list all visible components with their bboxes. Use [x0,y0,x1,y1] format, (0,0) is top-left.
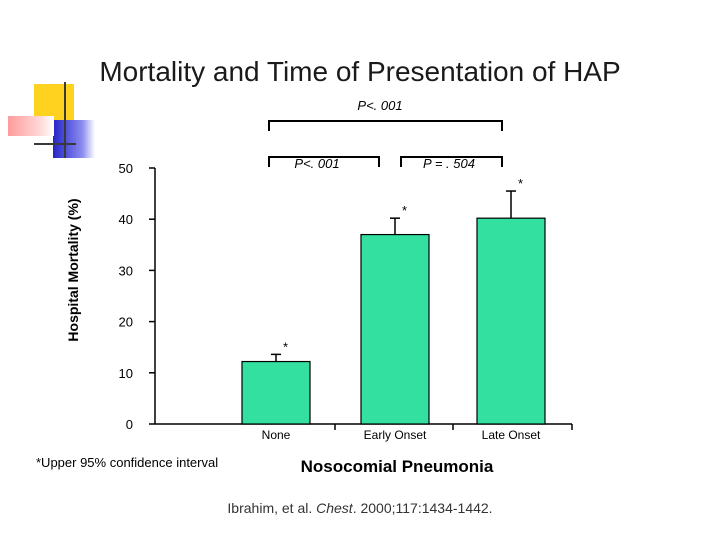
error-marker-2: * [518,176,523,191]
deco-blue-square [53,120,95,158]
y-axis-title: Hospital Mortality (%) [65,198,81,341]
y-tick-label-40: 40 [119,212,133,227]
citation-author: Ibrahim, et al. [227,500,317,516]
comparison-bracket-1 [400,156,503,167]
deco-pink-bar [8,116,54,136]
footnote: *Upper 95% confidence interval [36,455,219,470]
deco-vertical-line [64,82,66,158]
y-tick-label-50: 50 [119,161,133,176]
comparison-label-1: P = . 504 [423,156,475,171]
citation: Ibrahim, et al. Chest. 2000;117:1434-144… [0,500,720,516]
error-marker-1: * [402,203,407,218]
x-axis-title: Nosocomial Pneumonia [301,457,494,476]
citation-details: . 2000;117:1434-1442. [352,500,493,516]
citation-journal: Chest [316,500,353,516]
y-tick-label-20: 20 [119,315,133,330]
category-label-2: Late Onset [482,428,541,442]
comparison-label-2: P<. 001 [357,98,402,113]
category-label-0: None [262,428,291,442]
error-marker-0: * [283,339,288,354]
y-tick-label-0: 0 [126,417,133,432]
bar-1 [360,233,430,425]
y-tick-label-10: 10 [119,366,133,381]
comparison-label-0: P<. 001 [294,156,339,171]
bar-0 [241,360,311,425]
category-label-1: Early Onset [364,428,427,442]
bar-2 [476,217,546,425]
comparison-bracket-0 [268,156,380,167]
deco-horizontal-line [34,143,76,145]
y-tick-label-30: 30 [119,263,133,278]
comparison-bracket-2 [268,120,503,131]
slide-title: Mortality and Time of Presentation of HA… [99,56,621,87]
